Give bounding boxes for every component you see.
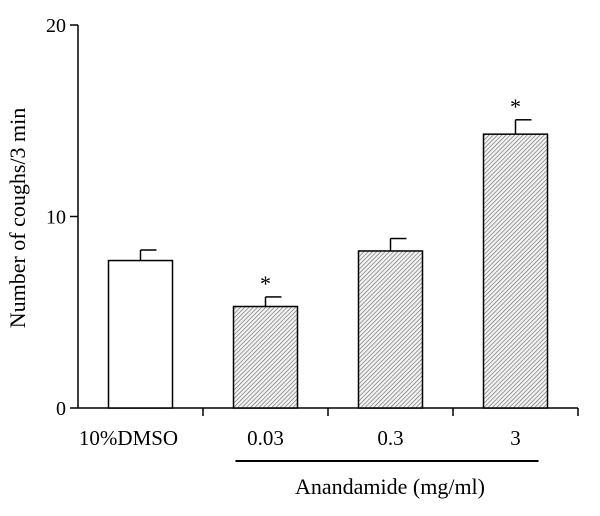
bar xyxy=(232,305,299,409)
bars xyxy=(107,119,549,409)
significance-mark: * xyxy=(510,94,521,119)
y-tick-label: 0 xyxy=(56,398,66,420)
category-label: 0.3 xyxy=(377,426,403,450)
y-tick-label: 10 xyxy=(46,207,66,229)
category-label: 0.03 xyxy=(247,426,284,450)
category-label: 3 xyxy=(510,426,521,450)
y-tick-label: 20 xyxy=(46,15,66,37)
bar xyxy=(482,133,549,409)
bar xyxy=(357,250,424,409)
labels: 0 10 20 10%DMSO * 0.03 0.3 * 3 xyxy=(46,15,521,450)
significance-mark: * xyxy=(260,271,271,296)
category-label: 10%DMSO xyxy=(79,426,178,450)
group-label: Anandamide (mg/ml) xyxy=(295,474,485,499)
bar xyxy=(107,259,174,409)
y-axis-title: Number of coughs/3 min xyxy=(5,108,30,329)
